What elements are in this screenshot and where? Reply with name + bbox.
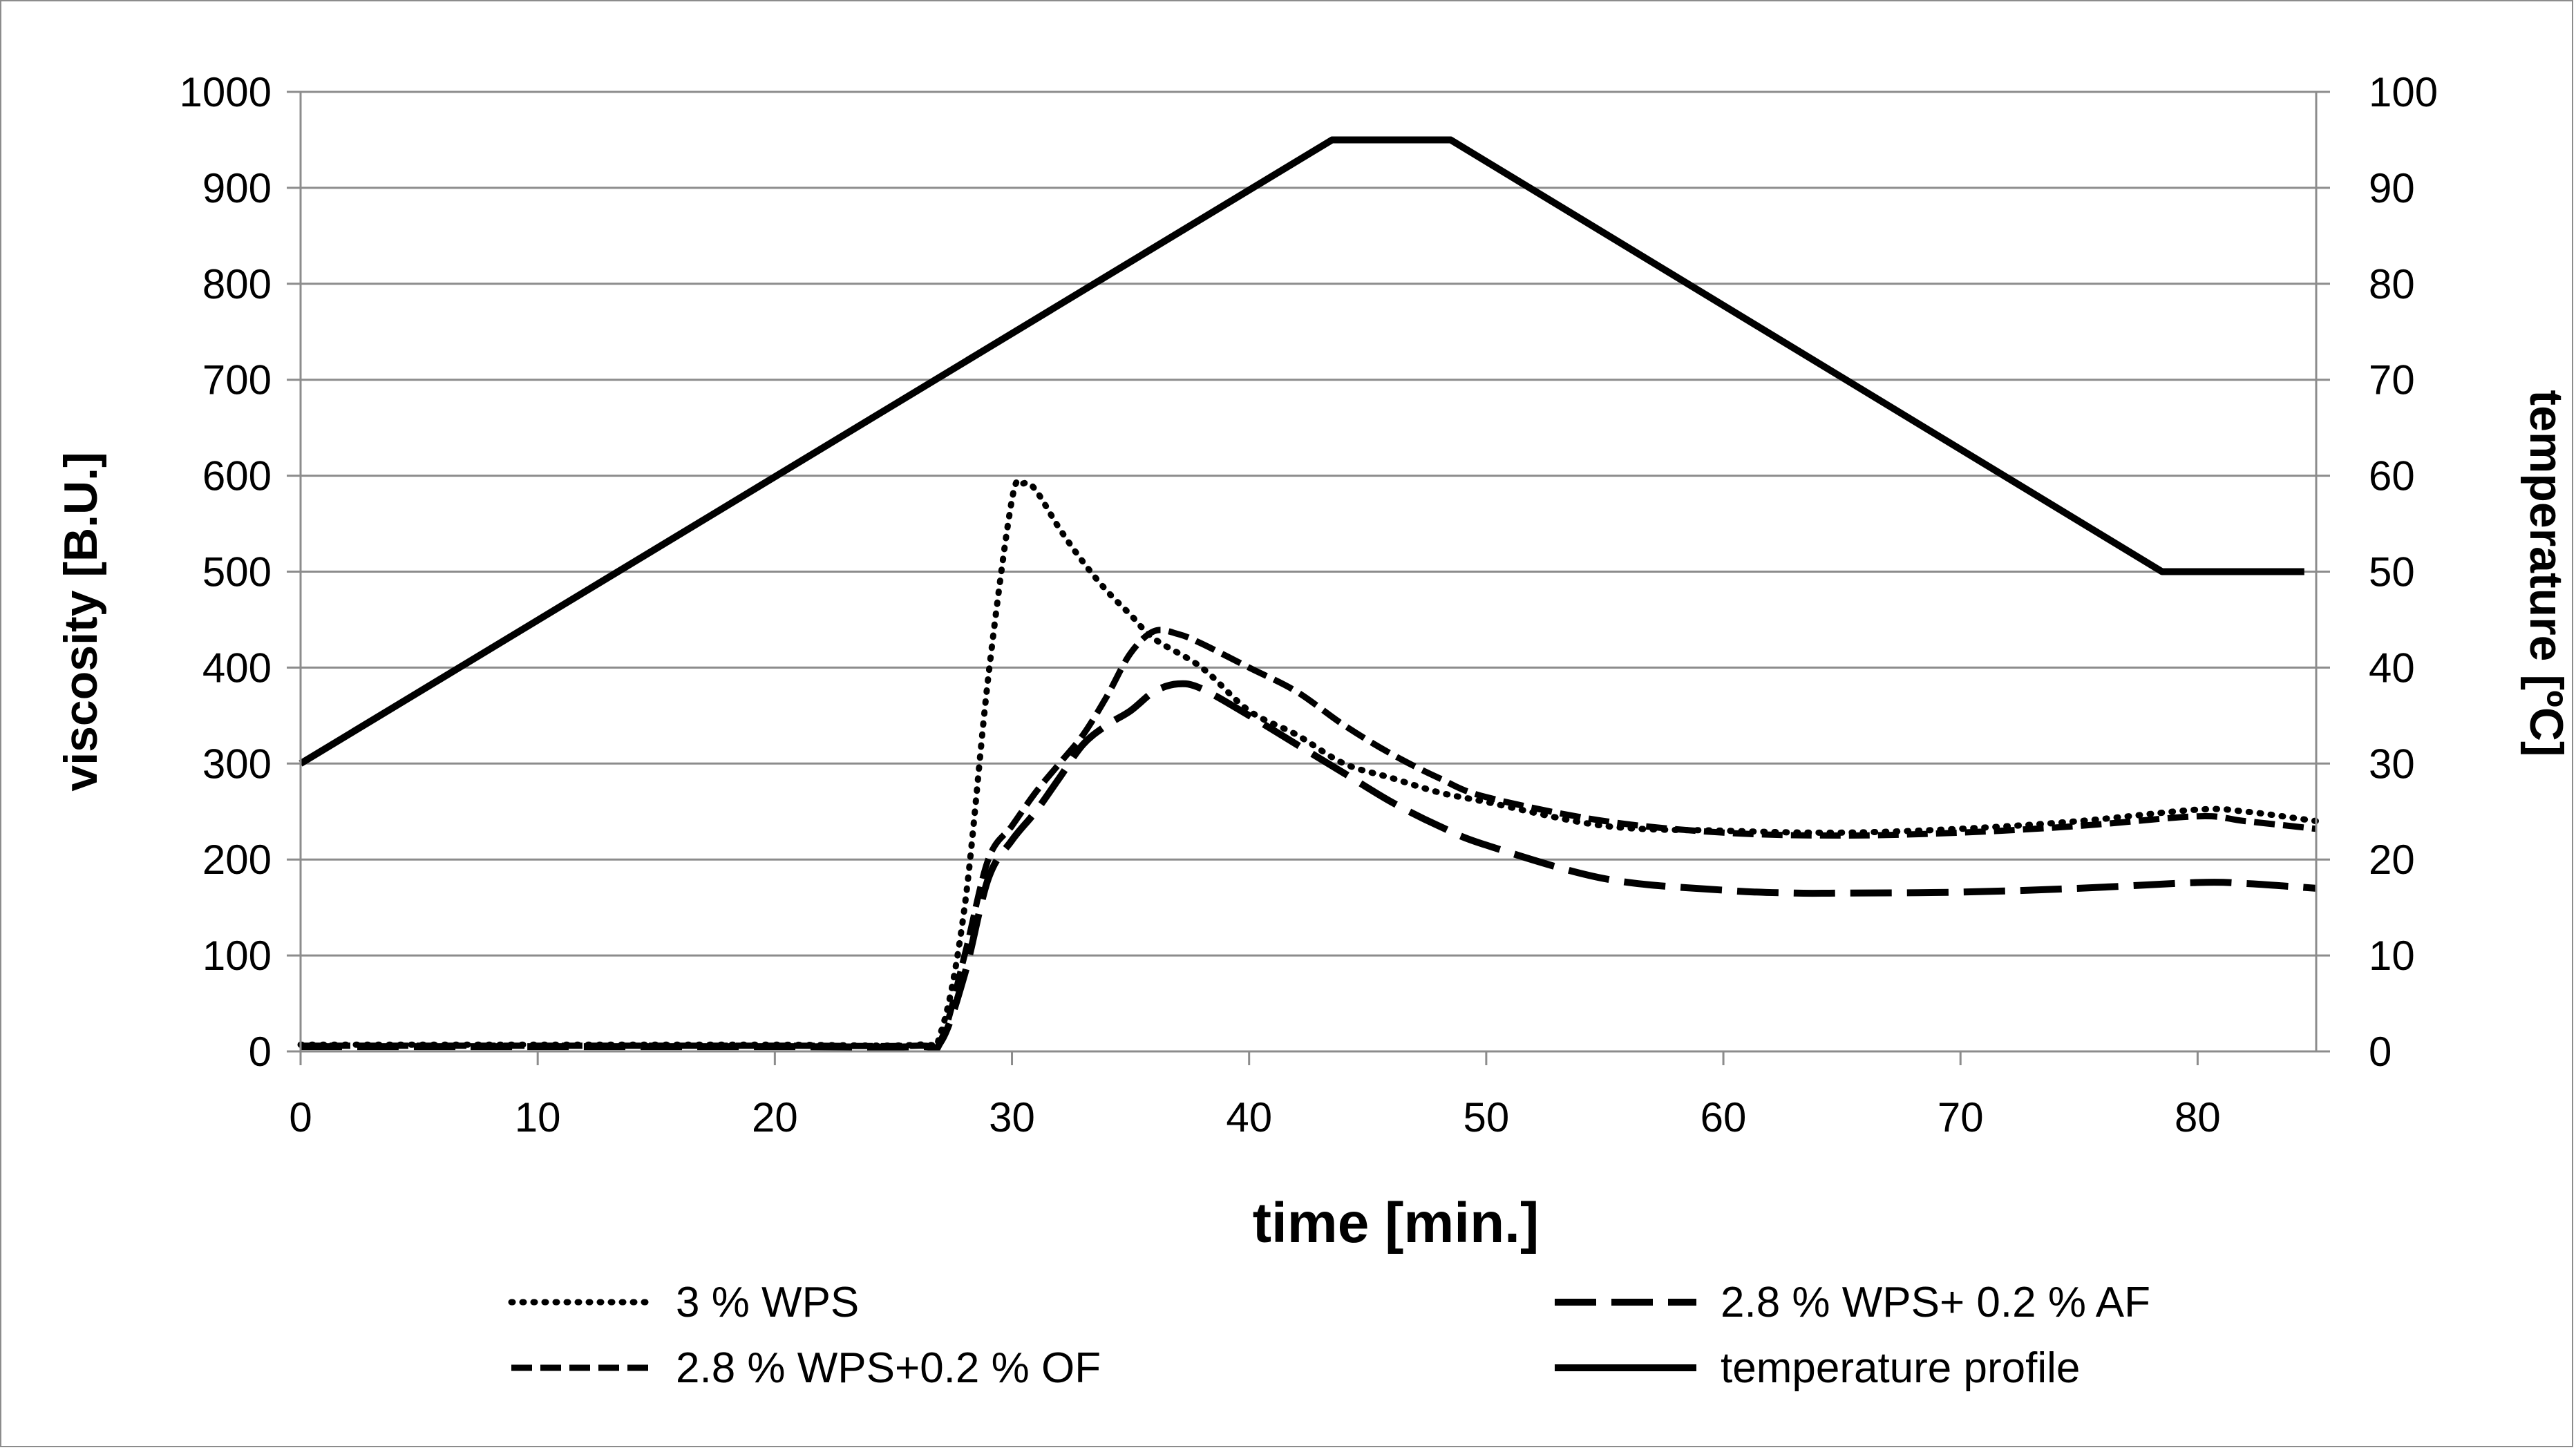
ytick-label-800: 800	[202, 261, 272, 307]
legend-label-3pct-wps: 3 % WPS	[676, 1279, 859, 1326]
y2tick-label-80: 80	[2369, 261, 2415, 307]
y2tick-label-90: 90	[2369, 165, 2415, 211]
y2-axis-title: temperature [ºC]	[2520, 390, 2573, 756]
ytick-label-400: 400	[202, 645, 272, 691]
series-line-2-8-wps-0-2-af	[301, 680, 2317, 1052]
ytick-label-0: 0	[249, 1029, 272, 1075]
y2tick-label-0: 0	[2369, 1029, 2392, 1075]
series-line-2-8-wps-0-2-of	[301, 627, 2317, 1051]
axes	[287, 90, 2330, 1065]
xtick-label-30: 30	[989, 1094, 1035, 1141]
series-line-temperature-profile	[299, 136, 2304, 767]
xtick-label-50: 50	[1464, 1094, 1510, 1141]
xtick-label-80: 80	[2175, 1094, 2221, 1141]
legend: 3 % WPS 2.8 % WPS+0.2 % OF 2.8 % WPS+ 0.…	[508, 1279, 2150, 1392]
legend-label-wps-of: 2.8 % WPS+0.2 % OF	[676, 1344, 1101, 1392]
y2tick-label-100: 100	[2369, 69, 2438, 115]
xtick-label-0: 0	[289, 1094, 312, 1141]
ytick-label-200: 200	[202, 837, 272, 883]
ytick-label-100: 100	[202, 933, 272, 979]
y2tick-label-40: 40	[2369, 645, 2415, 691]
y2tick-label-30: 30	[2369, 741, 2415, 787]
xtick-label-40: 40	[1226, 1094, 1272, 1141]
xtick-label-20: 20	[752, 1094, 798, 1141]
legend-label-wps-af: 2.8 % WPS+ 0.2 % AF	[1721, 1279, 2150, 1326]
y2tick-label-60: 60	[2369, 453, 2415, 499]
tick-labels: 0100200300400500600700800900100001020304…	[180, 69, 2438, 1141]
ytick-label-600: 600	[202, 453, 272, 499]
x-axis-title: time [min.]	[1253, 1192, 1540, 1255]
y2tick-label-10: 10	[2369, 933, 2415, 979]
xtick-label-70: 70	[1938, 1094, 1984, 1141]
ytick-label-900: 900	[202, 165, 272, 211]
series-lines	[297, 136, 2320, 1052]
xtick-label-10: 10	[515, 1094, 561, 1141]
xtick-label-60: 60	[1701, 1094, 1747, 1141]
ytick-label-700: 700	[202, 357, 272, 403]
legend-label-temperature: temperature profile	[1721, 1344, 2080, 1392]
y2tick-label-50: 50	[2369, 549, 2415, 595]
y2tick-label-70: 70	[2369, 357, 2415, 403]
ytick-label-300: 300	[202, 741, 272, 787]
ytick-label-500: 500	[202, 549, 272, 595]
y2tick-label-20: 20	[2369, 837, 2415, 883]
y-axis-title: viscosity [B.U.]	[55, 452, 107, 791]
ytick-label-1000: 1000	[180, 69, 272, 115]
grid-lines	[301, 90, 2316, 957]
